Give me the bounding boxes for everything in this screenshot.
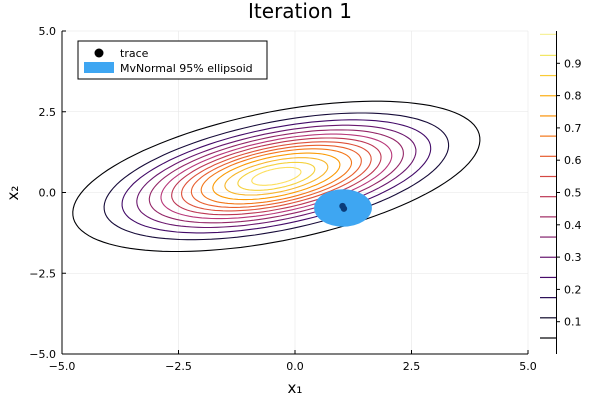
contour-line (121, 119, 432, 234)
y-tick-label: 2.5 (39, 106, 57, 119)
contour-line (103, 112, 450, 241)
x-tick-labels: −5.0 −2.5 0.0 2.5 5.0 (49, 360, 537, 373)
trace-points (339, 202, 348, 212)
legend-trace-marker (94, 48, 104, 58)
colorbar-tick-label: 0.8 (564, 90, 582, 103)
colorbar: 0.1 0.2 0.3 0.4 0.5 0.6 0.7 0.8 0.9 (540, 31, 582, 354)
contour-line (212, 152, 341, 201)
contour-line (251, 166, 302, 186)
contour-line (181, 141, 372, 212)
x-tick-label: 2.5 (403, 360, 421, 373)
contour-line (190, 144, 362, 208)
x-tick-label: −2.5 (165, 360, 192, 373)
y-tick-labels: −5.0 −2.5 0.0 2.5 5.0 (29, 25, 56, 361)
legend-trace-label: trace (120, 47, 149, 60)
contour-line (72, 100, 481, 253)
x-axis-label: x₁ (288, 379, 303, 397)
contour-lines (72, 100, 481, 253)
colorbar-tick-label: 0.6 (564, 154, 582, 167)
y-tick-label: 5.0 (39, 25, 57, 38)
colorbar-tick-label: 0.1 (564, 316, 582, 329)
y-tick-label: −5.0 (29, 348, 56, 361)
x-tick-label: 0.0 (286, 360, 304, 373)
trace-point (340, 205, 348, 212)
x-tick-label: 5.0 (519, 360, 537, 373)
contour-line (224, 157, 329, 196)
legend-ellipsoid-label: MvNormal 95% ellipsoid (120, 62, 253, 75)
legend: trace MvNormal 95% ellipsoid (77, 40, 268, 80)
contour-line (237, 161, 316, 191)
legend-ellipsoid-patch (84, 62, 114, 73)
y-axis-label: x₂ (4, 186, 22, 201)
plot-area: −5.0 −2.5 0.0 2.5 5.0 −5.0 −2.5 0.0 2.5 5.0 (29, 25, 536, 373)
colorbar-tick-label: 0.3 (564, 251, 582, 264)
x-tick-label: −5.0 (49, 360, 76, 373)
contour-line (200, 148, 353, 205)
colorbar-tick-label: 0.2 (564, 283, 582, 296)
colorbar-tick-label: 0.4 (564, 219, 582, 232)
colorbar-tick-label: 0.7 (564, 122, 582, 135)
axes (61, 30, 529, 355)
y-tick-label: 0.0 (39, 187, 57, 200)
chart-title: Iteration 1 (248, 0, 352, 23)
colorbar-tick-label: 0.5 (564, 187, 582, 200)
colorbar-tick-label: 0.9 (564, 57, 582, 70)
y-tick-label: −2.5 (29, 267, 56, 280)
